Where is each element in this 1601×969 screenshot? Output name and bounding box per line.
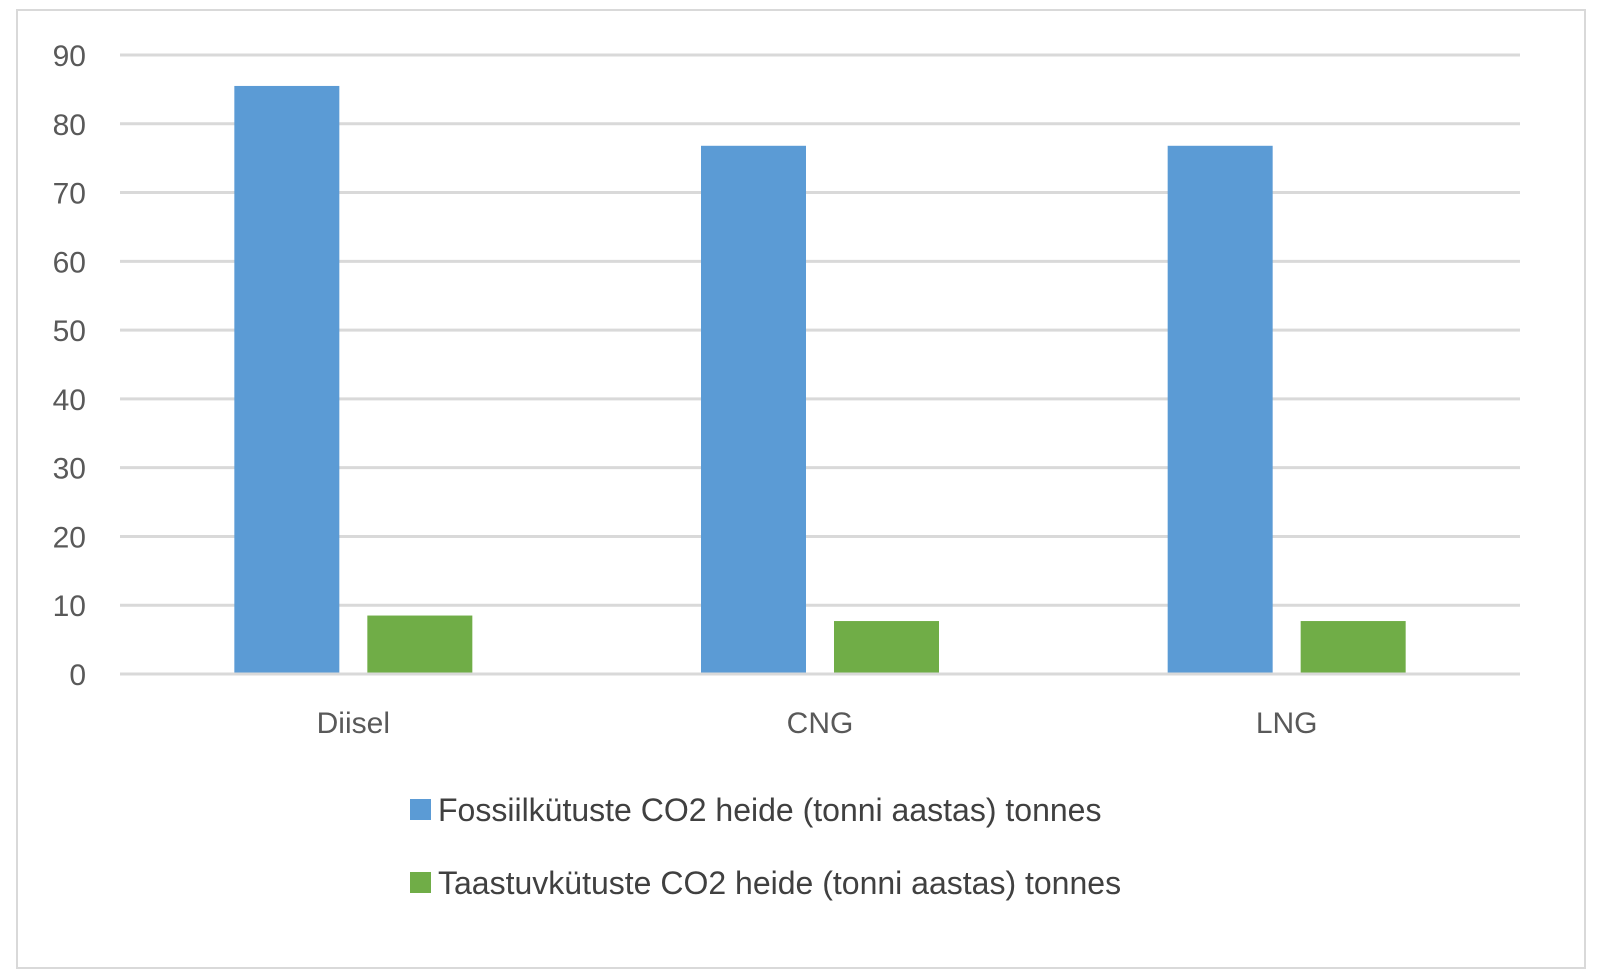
x-axis-tick-labels: Diisel CNG LNG <box>317 707 1318 740</box>
bar-series-1-diisel <box>367 615 473 674</box>
legend-swatch <box>410 872 431 893</box>
bar-series-0-cng <box>701 145 806 674</box>
x-tick-label: Diisel <box>317 707 390 740</box>
y-tick-label: 70 <box>53 178 86 211</box>
legend-label: Taastuvkütuste CO2 heide (tonni aastas) … <box>438 865 1121 901</box>
y-tick-label: 30 <box>53 453 86 486</box>
bar-series-1-lng <box>1300 621 1406 674</box>
y-axis-tick-labels: 0 10 20 30 40 50 60 70 80 90 <box>53 40 86 692</box>
y-tick-label: 10 <box>53 590 86 623</box>
legend-swatch <box>410 799 431 820</box>
bar-series-1-cng <box>834 621 939 674</box>
legend-label: Fossiilkütuste CO2 heide (tonni aastas) … <box>438 792 1101 828</box>
y-tick-label: 50 <box>53 315 86 348</box>
bar-series-0-diisel <box>234 85 340 674</box>
y-tick-label: 0 <box>69 659 86 692</box>
y-tick-label: 60 <box>53 246 86 279</box>
y-tick-label: 80 <box>53 109 86 142</box>
bars <box>120 85 1520 676</box>
legend: Fossiilkütuste CO2 heide (tonni aastas) … <box>410 792 1121 901</box>
bar-series-0-lng <box>1167 145 1273 674</box>
x-tick-label: CNG <box>787 707 854 740</box>
y-tick-label: 20 <box>53 521 86 554</box>
y-tick-label: 90 <box>53 40 86 73</box>
y-tick-label: 40 <box>53 384 86 417</box>
x-tick-label: LNG <box>1256 707 1318 740</box>
